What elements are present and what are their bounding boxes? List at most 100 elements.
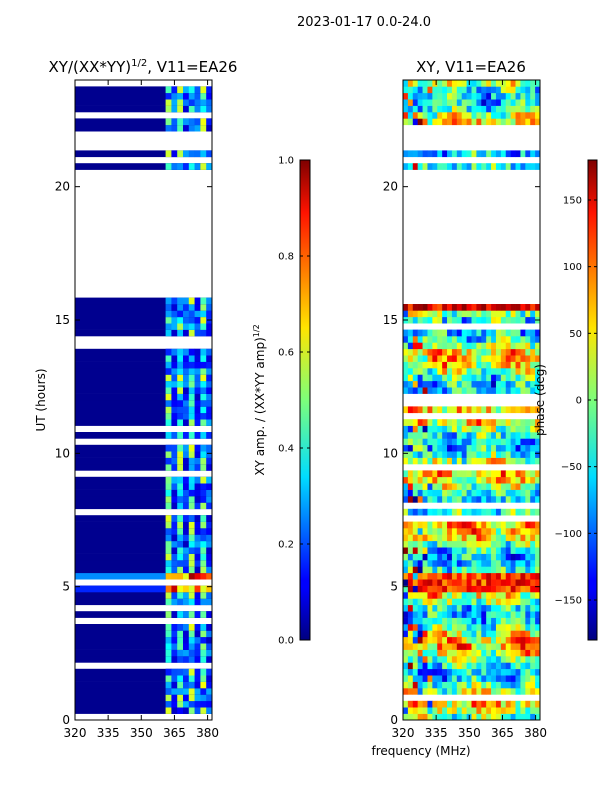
phase-cell (495, 112, 502, 119)
phase-cell (481, 112, 487, 119)
phase-cell (417, 361, 423, 369)
phase-cell (442, 700, 448, 708)
phase-cell (530, 304, 536, 311)
phase-cell (491, 304, 497, 311)
phase-cell (476, 348, 482, 356)
phase-cell (505, 476, 511, 484)
phase-cell (530, 707, 536, 714)
phase-cell (466, 476, 472, 484)
amp-cell (194, 483, 201, 490)
phase-heatmap-row (403, 656, 540, 663)
phase-cell (486, 662, 492, 670)
phase-cell (486, 99, 492, 106)
phase-cell (491, 547, 497, 554)
phase-cell (530, 534, 536, 542)
amp-cell (200, 124, 207, 132)
phase-cell (491, 553, 497, 561)
amp-cell (200, 368, 207, 375)
phase-cell (461, 592, 467, 599)
phase-cell (510, 496, 516, 503)
phase-cell (491, 668, 497, 676)
amp-cell (177, 624, 184, 631)
phase-cell (505, 707, 511, 714)
phase-cell (461, 560, 467, 567)
phase-cell (525, 611, 531, 618)
phase-cell (505, 579, 511, 586)
amp-xtick-label: 365 (163, 726, 186, 740)
phase-cell (530, 316, 536, 324)
phase-cell (442, 451, 448, 458)
phase-cell (456, 547, 463, 554)
phase-cell (442, 521, 448, 529)
phase-cell (442, 329, 448, 337)
phase-cell (432, 649, 438, 657)
phase-heatmap-row (403, 630, 540, 638)
phase-cell (491, 406, 497, 414)
amp-cell (165, 489, 172, 497)
phase-cell (417, 662, 423, 670)
amp-heatmap-row (75, 124, 212, 132)
phase-cell (481, 406, 487, 414)
amp-cell (171, 649, 178, 657)
phase-cell (500, 560, 507, 567)
phase-cell (500, 553, 507, 561)
phase-cell (530, 585, 536, 593)
amp-heatmap-row (75, 348, 212, 356)
phase-cell (535, 163, 540, 170)
amp-cell (177, 681, 184, 689)
phase-cell (432, 668, 438, 676)
amp-cell (206, 585, 212, 593)
phase-cell (476, 457, 482, 465)
phase-cell (437, 150, 443, 158)
phase-cell (432, 624, 438, 631)
phase-cell (407, 361, 414, 369)
amp-cell (188, 534, 195, 542)
phase-cell (505, 540, 511, 548)
phase-cell (422, 316, 428, 324)
phase-cell (447, 681, 453, 689)
amp-cell (182, 700, 190, 708)
phase-cell (525, 560, 531, 567)
phase-cell (407, 80, 414, 87)
phase-cell (515, 624, 521, 631)
phase-cell (476, 713, 482, 720)
amp-cell (200, 585, 207, 593)
phase-cell (461, 118, 467, 126)
phase-ytick-label: 15 (383, 313, 398, 327)
phase-cell (451, 374, 458, 382)
phase-cell (510, 348, 516, 356)
phase-cell (432, 432, 438, 439)
phase-cell (481, 163, 487, 170)
phase-cell (530, 342, 536, 350)
phase-cell (471, 624, 477, 631)
phase-cell (437, 598, 443, 606)
phase-cell (471, 425, 477, 433)
phase-cell (476, 336, 482, 343)
amp-cell (194, 444, 201, 452)
phase-cell (437, 624, 443, 631)
phase-cell (432, 374, 438, 382)
phase-cell (403, 643, 409, 650)
phase-cell (481, 700, 487, 708)
amp-cell (206, 489, 212, 497)
phase-cell (486, 380, 492, 388)
phase-cell (447, 374, 453, 382)
phase-cell (437, 534, 443, 542)
phase-cell (476, 547, 482, 554)
phase-cell (495, 547, 502, 554)
phase-cell (432, 99, 438, 106)
phase-cell (535, 649, 540, 657)
amp-cell (75, 387, 212, 394)
phase-cell (535, 99, 540, 106)
amp-cell (188, 432, 195, 439)
amp-heatmap-row (75, 444, 212, 452)
phase-cell (535, 425, 540, 433)
phase-cell (407, 700, 414, 708)
phase-cell (481, 662, 487, 670)
phase-cell (403, 560, 409, 567)
amp-cell (188, 668, 195, 676)
amp-cell (206, 406, 212, 414)
phase-cell (451, 361, 458, 369)
phase-cell (442, 528, 448, 535)
amp-cell (165, 124, 172, 132)
